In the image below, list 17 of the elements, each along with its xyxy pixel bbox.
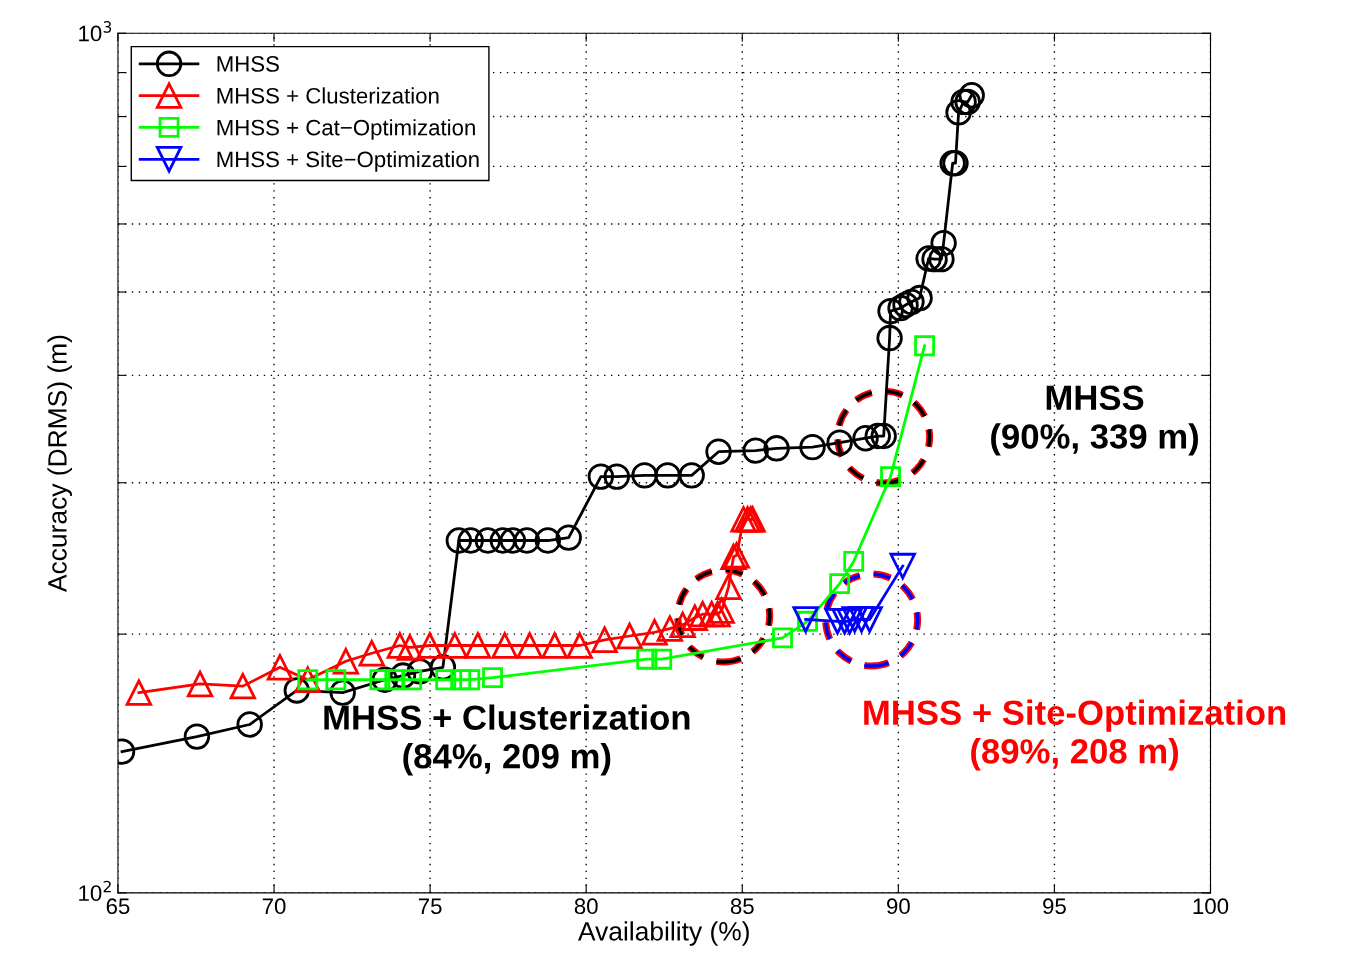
- x-tick-label: 80: [574, 898, 598, 915]
- x-tick-label: 85: [730, 898, 754, 915]
- x-tick-label: 90: [887, 898, 910, 915]
- annotation: MHSS + Clusterization (84%, 209 m): [324, 704, 690, 776]
- x-tick-label: 75: [418, 898, 442, 915]
- x-tick-label: 100: [1193, 898, 1229, 915]
- legend-label: MHSS + Clusterization: [217, 87, 439, 104]
- y-tick-label: 10$^{3}$: [79, 21, 112, 42]
- x-tick-label: 70: [262, 898, 286, 915]
- x-axis-title: Availability (%): [578, 921, 749, 946]
- x-tick-label: 65: [106, 898, 130, 915]
- legend-label: MHSS + Cat−Optimization: [217, 119, 475, 140]
- legend-label: MHSS: [217, 56, 279, 72]
- x-tick-label: 95: [1043, 898, 1066, 915]
- annotation: MHSS (90%, 339 m): [991, 385, 1199, 456]
- legend-label: MHSS + Site−Optimization: [217, 150, 479, 172]
- y-axis-title: Accuracy (DRMS) (m): [47, 335, 72, 593]
